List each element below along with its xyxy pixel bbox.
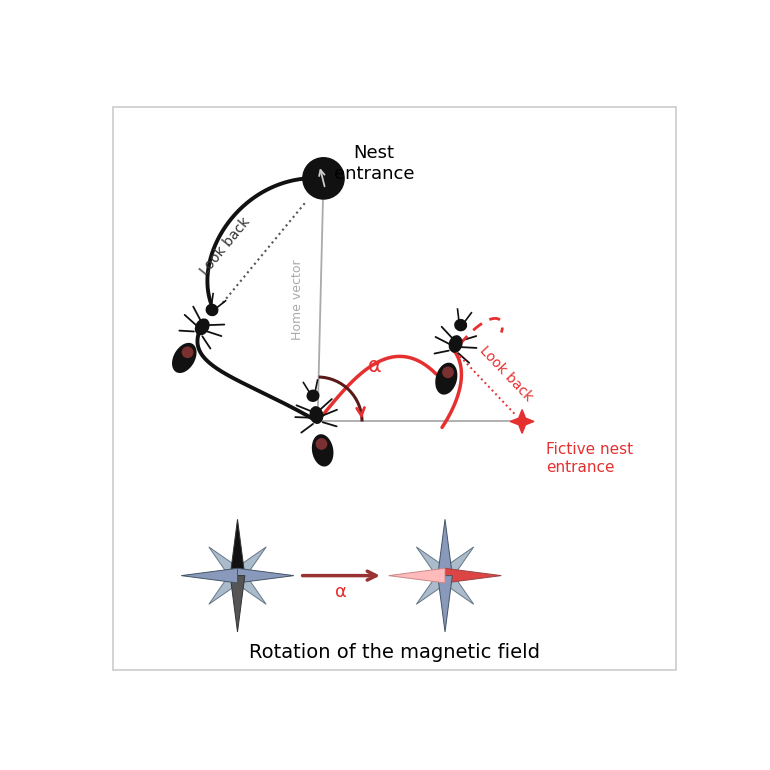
Polygon shape <box>440 547 474 581</box>
Polygon shape <box>233 547 266 581</box>
Text: Look back: Look back <box>477 343 535 404</box>
Polygon shape <box>389 568 445 583</box>
Polygon shape <box>417 547 450 581</box>
Ellipse shape <box>449 335 463 353</box>
Ellipse shape <box>454 319 467 331</box>
Polygon shape <box>181 568 237 583</box>
Text: Fictive nest
entrance: Fictive nest entrance <box>546 442 633 474</box>
Polygon shape <box>233 571 266 604</box>
Circle shape <box>442 367 454 378</box>
Polygon shape <box>511 410 534 434</box>
Ellipse shape <box>306 390 320 402</box>
Text: Look back: Look back <box>198 215 253 278</box>
Ellipse shape <box>172 343 196 373</box>
Ellipse shape <box>310 406 323 424</box>
Ellipse shape <box>195 318 209 336</box>
Circle shape <box>302 157 345 199</box>
Text: Rotation of the magnetic field: Rotation of the magnetic field <box>249 643 540 662</box>
FancyBboxPatch shape <box>113 107 676 671</box>
Polygon shape <box>209 571 243 604</box>
Text: Nest
entrance: Nest entrance <box>333 144 414 183</box>
Text: α: α <box>335 583 347 601</box>
Circle shape <box>182 346 193 358</box>
Text: Home vector: Home vector <box>292 259 304 340</box>
Polygon shape <box>437 576 452 632</box>
Polygon shape <box>237 568 294 583</box>
Ellipse shape <box>435 363 457 395</box>
Polygon shape <box>230 519 245 576</box>
Polygon shape <box>445 568 501 583</box>
Ellipse shape <box>206 303 219 316</box>
Text: α: α <box>368 356 382 376</box>
Polygon shape <box>440 571 474 604</box>
Ellipse shape <box>312 434 333 467</box>
Polygon shape <box>417 571 450 604</box>
Polygon shape <box>230 576 245 632</box>
Circle shape <box>316 438 327 450</box>
Polygon shape <box>209 547 243 581</box>
Polygon shape <box>437 519 452 576</box>
